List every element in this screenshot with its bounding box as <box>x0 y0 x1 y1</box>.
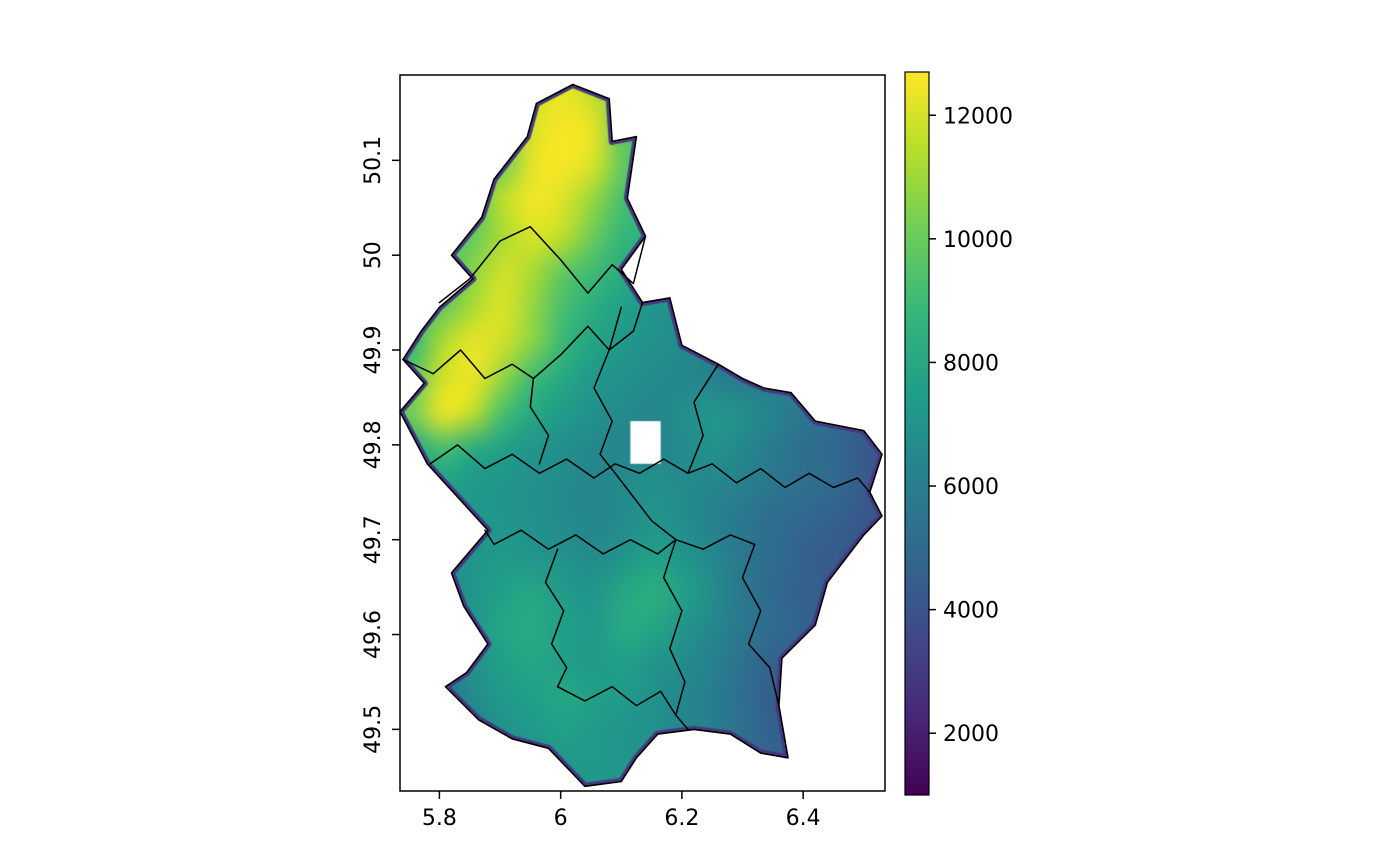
canton-border <box>711 463 871 494</box>
y-tick-label: 49.7 <box>361 515 386 564</box>
canton-border <box>484 529 756 555</box>
colorbar-tick-label: 8000 <box>943 351 999 376</box>
y-tick-label: 49.5 <box>361 705 386 754</box>
canton-border <box>529 377 550 465</box>
canton-border <box>429 444 713 479</box>
x-tick-label: 6.2 <box>664 806 699 831</box>
colorbar-tick-label: 4000 <box>943 599 999 624</box>
country-outline <box>399 83 883 788</box>
colorbar-tick-label: 12000 <box>943 104 1013 129</box>
y-tick-label: 50 <box>361 241 386 269</box>
y-tick-label: 49.8 <box>361 420 386 469</box>
y-tick-label: 49.6 <box>361 610 386 659</box>
canton-border <box>593 349 677 541</box>
canton-border <box>544 548 568 688</box>
x-tick-label: 6.4 <box>786 806 821 831</box>
canton-border <box>608 301 644 351</box>
canton-border <box>438 225 647 304</box>
plot-frame <box>399 74 886 792</box>
colorbar <box>904 71 930 796</box>
y-tick-label: 50.1 <box>361 136 386 185</box>
x-tick-label: 6 <box>554 806 568 831</box>
canton-border <box>556 685 677 716</box>
colorbar-tick-label: 6000 <box>943 475 999 500</box>
canton-border <box>687 363 720 475</box>
canton-border <box>741 543 780 707</box>
y-tick-label: 49.9 <box>361 326 386 375</box>
canton-border <box>402 306 623 380</box>
x-tick-label: 5.8 <box>422 806 457 831</box>
colorbar-tick-label: 10000 <box>943 228 1013 253</box>
colorbar-tick-label: 2000 <box>943 722 999 747</box>
